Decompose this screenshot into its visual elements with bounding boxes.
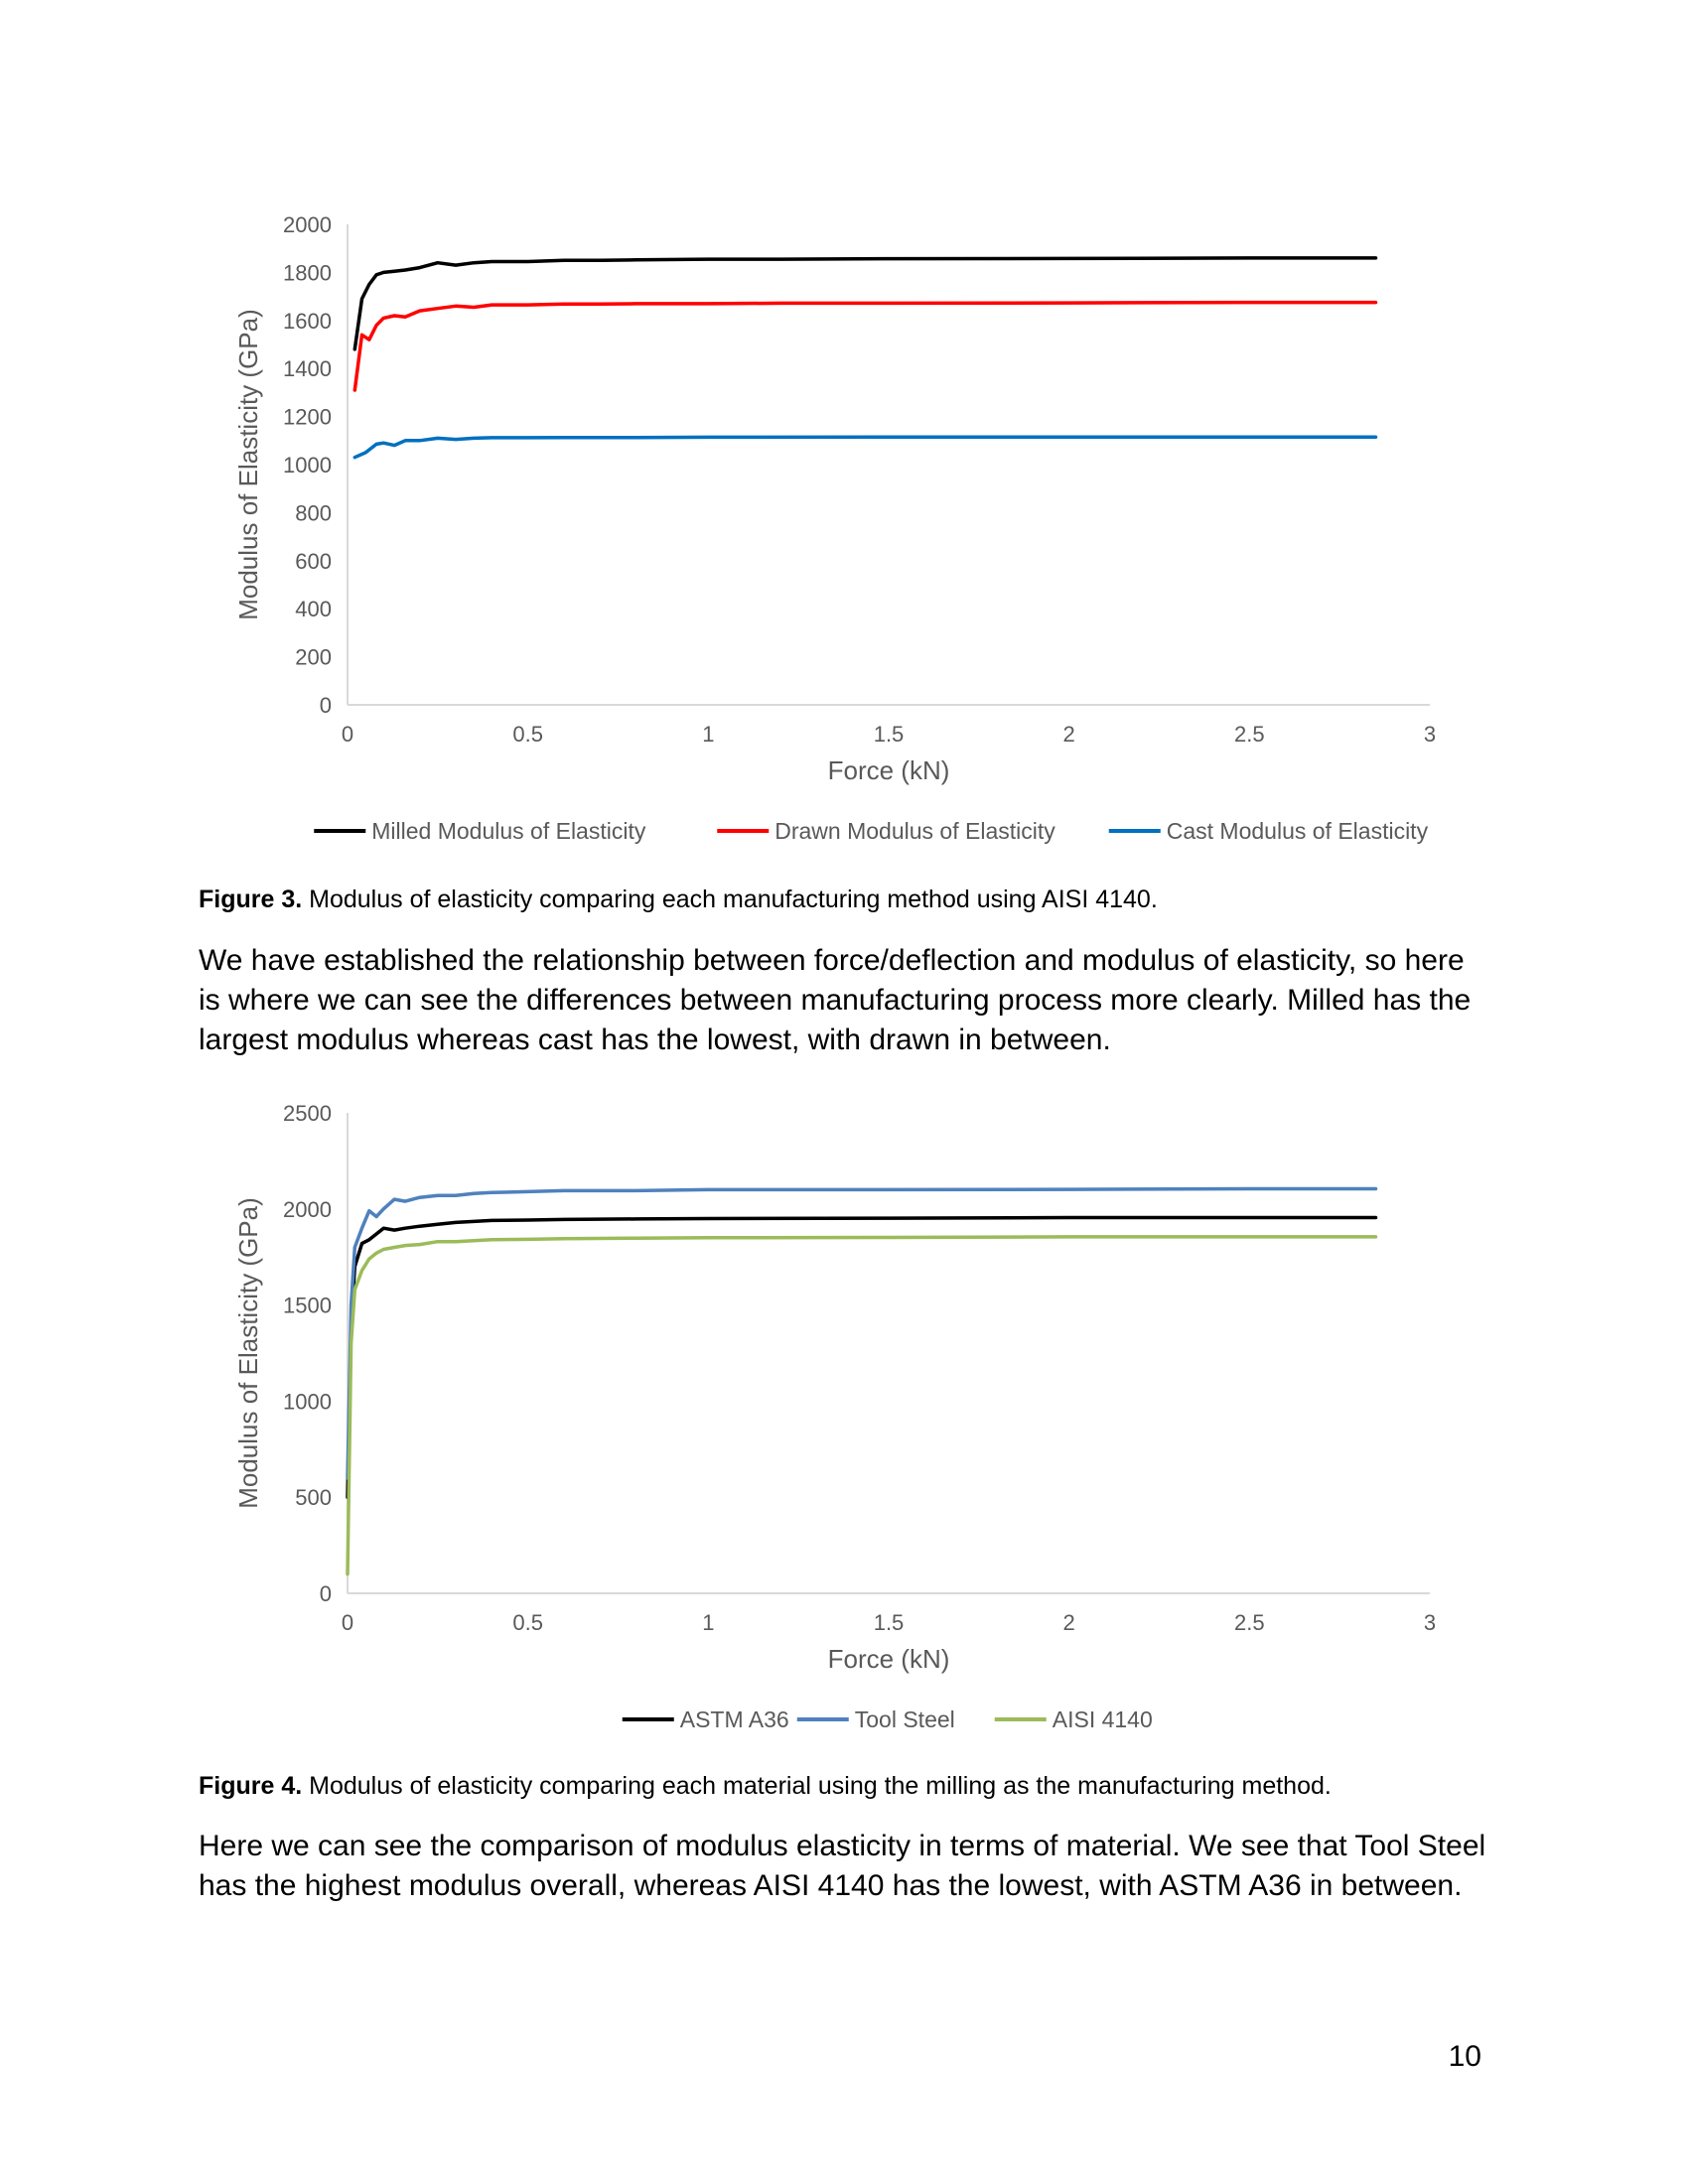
chart-2-y-tick-label: 2000 — [283, 1197, 332, 1222]
chart-1-series-line-3 — [352, 435, 1378, 460]
chart-1-canvas: 0 200 400 600 800 1000 1200 1400 1600 1800 2000 0 0.… — [233, 212, 1436, 844]
figure-3-text: Modulus of elasticity comparing each man… — [302, 886, 1158, 913]
chart-1-x-tick-label: 1.5 — [874, 722, 905, 747]
chart-1-y-tick-label: 800 — [295, 500, 332, 525]
chart-1-y-tick-label: 1800 — [283, 260, 332, 285]
chart-1-y-axis-title: Modulus of Elasticity (GPa) — [233, 309, 263, 620]
chart-2-legend-label-1: ASTM A36 — [680, 1706, 789, 1732]
chart-1-x-tick-label: 1 — [702, 722, 714, 747]
chart-2-y-axis-title: Modulus of Elasticity (GPa) — [233, 1197, 263, 1509]
chart-1-y-tick-label: 200 — [295, 645, 332, 670]
chart-1-y-tick-label: 1200 — [283, 405, 332, 430]
chart-1-x-tick-label: 0 — [342, 722, 353, 747]
chart-2-x-tick-label: 2.5 — [1234, 1610, 1265, 1635]
chart-1-x-tick-label: 3 — [1424, 722, 1436, 747]
chart-1-y-tick-label: 600 — [295, 549, 332, 574]
chart-2-series-line-3 — [346, 1235, 1378, 1576]
chart-2-x-tick-label: 1 — [702, 1610, 714, 1635]
figure-3-label: Figure 3. — [199, 886, 303, 913]
chart-1-y-tick-label: 0 — [320, 693, 332, 718]
chart-2-legend-label-3: AISI 4140 — [1053, 1706, 1153, 1732]
chart-2-x-tick-label: 0 — [342, 1610, 353, 1635]
chart-1-y-tick-label: 1600 — [283, 309, 332, 334]
chart-modulus-by-material: 0 500 1000 1500 2000 2500 0 0.5 1 1.5 2 2.5 3 Force (… — [199, 1087, 1489, 1762]
chart-2-y-tick-label: 500 — [295, 1485, 332, 1510]
chart-2-series-line-1 — [346, 1215, 1378, 1499]
chart-2-y-tick-label: 1000 — [283, 1389, 332, 1414]
chart-2-x-tick-label: 3 — [1424, 1610, 1436, 1635]
chart-1-x-tick-label: 2.5 — [1234, 722, 1265, 747]
chart-1-y-tick-label: 1000 — [283, 453, 332, 478]
chart-1-legend-label-2: Drawn Modulus of Elasticity — [774, 818, 1055, 844]
figure-4-text: Modulus of elasticity comparing each mat… — [302, 1772, 1332, 1800]
figure-4-label: Figure 4. — [199, 1772, 303, 1800]
page-number: 10 — [1448, 2040, 1481, 2073]
chart-modulus-by-manufacturing: 0 200 400 600 800 1000 1200 1400 1600 1800 2000 0 0.… — [199, 199, 1489, 874]
chart-2-x-axis-title: Force (kN) — [828, 1644, 950, 1674]
chart-2-x-tick-label: 0.5 — [512, 1610, 543, 1635]
chart-2-series-line-2 — [346, 1186, 1378, 1480]
chart-1-y-tick-label: 2000 — [283, 212, 332, 237]
figure-3-caption: Figure 3. Modulus of elasticity comparin… — [199, 884, 1489, 915]
figure-4-caption: Figure 4. Modulus of elasticity comparin… — [199, 1770, 1489, 1802]
chart-2-legend-label-2: Tool Steel — [855, 1706, 955, 1732]
chart-1-x-tick-label: 2 — [1063, 722, 1075, 747]
chart-1-y-tick-label: 400 — [295, 597, 332, 621]
chart-1-x-tick-label: 0.5 — [512, 722, 543, 747]
chart-2-canvas: 0 500 1000 1500 2000 2500 0 0.5 1 1.5 2 2.5 3 Force (… — [233, 1101, 1436, 1732]
chart-2-x-tick-label: 1.5 — [874, 1610, 905, 1635]
paragraph-manufacturing: We have established the relationship bet… — [199, 944, 1472, 1056]
chart-1-legend-label-1: Milled Modulus of Elasticity — [371, 818, 646, 844]
chart-1-legend-label-3: Cast Modulus of Elasticity — [1167, 818, 1429, 844]
chart-1-series-line-1 — [352, 256, 1378, 351]
chart-2-y-tick-label: 1500 — [283, 1294, 332, 1318]
chart-2-y-tick-label: 0 — [320, 1581, 332, 1606]
chart-1-x-axis-title: Force (kN) — [828, 755, 950, 785]
chart-1-series-line-2 — [352, 300, 1378, 392]
chart-2-x-tick-label: 2 — [1063, 1610, 1075, 1635]
paragraph-material: Here we can see the comparison of modulu… — [199, 1830, 1486, 1902]
chart-2-y-tick-label: 2500 — [283, 1101, 332, 1126]
chart-1-y-tick-label: 1400 — [283, 356, 332, 381]
